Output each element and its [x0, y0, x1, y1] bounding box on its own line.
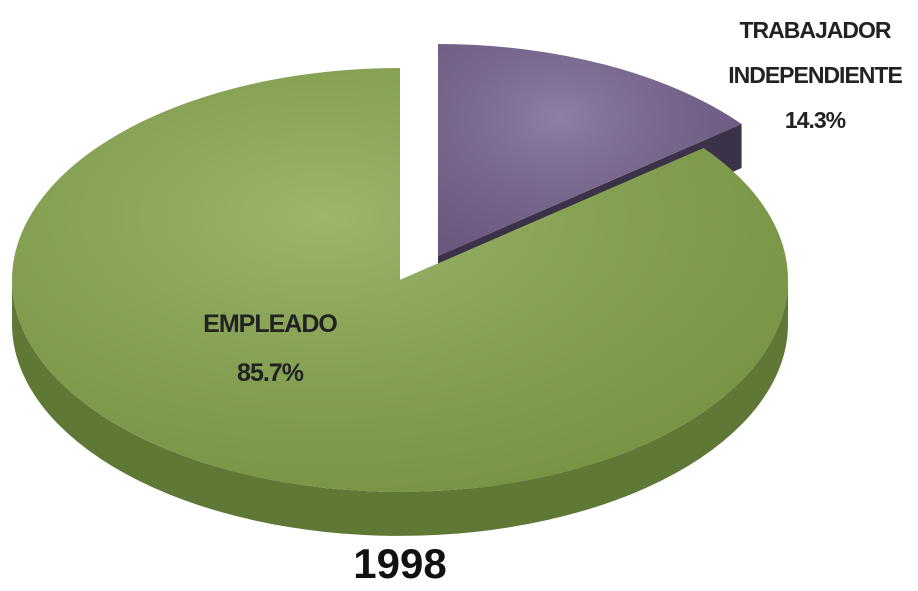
slice-label: TRABAJADOR INDEPENDIENTE 14.3% [715, 8, 915, 143]
slice-name: EMPLEADO [203, 310, 338, 338]
chart-title: 1998 [353, 540, 447, 587]
slice-value: 85.7% [237, 358, 304, 387]
pie-slice-shine [11, 68, 788, 493]
slice-value: 14.3% [784, 106, 846, 133]
slice-label: EMPLEADO 85.7% [150, 300, 390, 398]
pie-side [12, 280, 788, 536]
slice-name: TRABAJADOR INDEPENDIENTE [728, 17, 903, 88]
pie-slice-shine [438, 44, 742, 256]
